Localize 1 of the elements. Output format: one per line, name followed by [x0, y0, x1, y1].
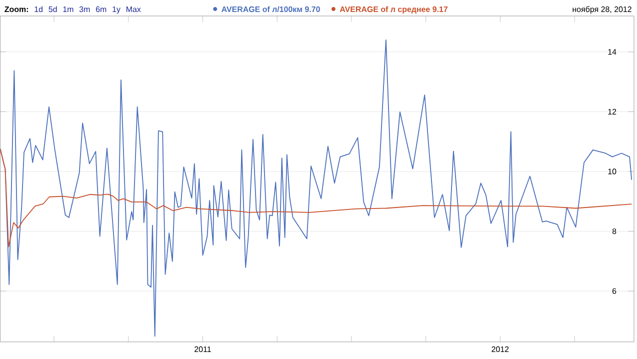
line-series: [0, 148, 632, 248]
